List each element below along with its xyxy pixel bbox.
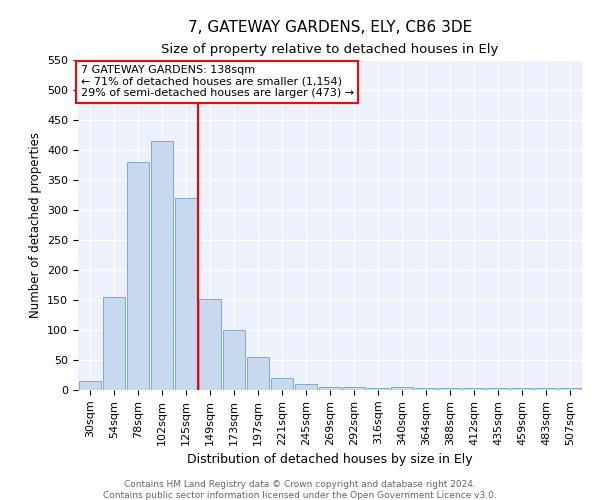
Bar bbox=[511, 388, 533, 390]
Bar bbox=[79, 381, 101, 390]
Bar bbox=[103, 297, 125, 390]
Text: Contains public sector information licensed under the Open Government Licence v3: Contains public sector information licen… bbox=[103, 491, 497, 500]
Bar bbox=[295, 384, 317, 390]
Bar bbox=[439, 388, 461, 390]
Bar bbox=[463, 388, 485, 390]
Bar bbox=[175, 198, 197, 390]
Bar bbox=[343, 387, 365, 390]
Y-axis label: Number of detached properties: Number of detached properties bbox=[29, 132, 41, 318]
Bar bbox=[559, 388, 581, 390]
Bar bbox=[367, 388, 389, 390]
Text: 7, GATEWAY GARDENS, ELY, CB6 3DE: 7, GATEWAY GARDENS, ELY, CB6 3DE bbox=[188, 20, 472, 35]
Bar bbox=[535, 388, 557, 390]
Bar bbox=[319, 387, 341, 390]
Bar bbox=[151, 141, 173, 390]
Bar bbox=[223, 330, 245, 390]
Text: 7 GATEWAY GARDENS: 138sqm
← 71% of detached houses are smaller (1,154)
29% of se: 7 GATEWAY GARDENS: 138sqm ← 71% of detac… bbox=[80, 65, 353, 98]
Bar bbox=[487, 388, 509, 390]
Bar bbox=[415, 388, 437, 390]
Bar bbox=[199, 299, 221, 390]
Bar bbox=[127, 162, 149, 390]
Bar bbox=[247, 357, 269, 390]
Bar bbox=[271, 378, 293, 390]
X-axis label: Distribution of detached houses by size in Ely: Distribution of detached houses by size … bbox=[187, 453, 473, 466]
Text: Size of property relative to detached houses in Ely: Size of property relative to detached ho… bbox=[161, 42, 499, 56]
Text: Contains HM Land Registry data © Crown copyright and database right 2024.: Contains HM Land Registry data © Crown c… bbox=[124, 480, 476, 489]
Bar bbox=[391, 387, 413, 390]
